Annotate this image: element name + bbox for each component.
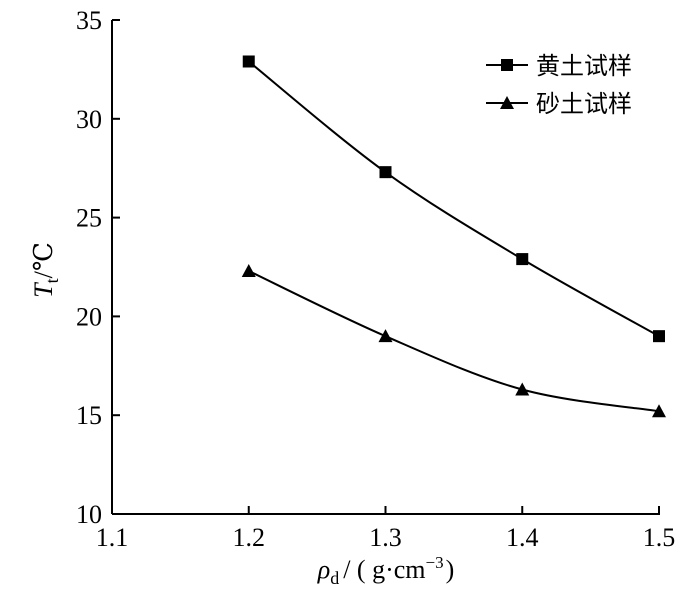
series-layer	[241, 55, 666, 418]
x-tick-label: 1.1	[96, 523, 129, 552]
legend-label-sand: 砂土试样	[536, 90, 632, 118]
x-ticks: 1.1 1.2 1.3 1.4 1.5	[96, 506, 676, 552]
x-tick-label: 1.5	[643, 523, 676, 552]
data-point-triangle	[652, 404, 666, 418]
y-tick-label: 35	[76, 6, 102, 35]
legend-item-loess: 黄土试样	[486, 52, 632, 80]
y-ticks: 10 15 20 25 30 35	[76, 6, 120, 529]
series-line-triangle	[248, 270, 660, 413]
y-axis-label-symbol: T	[29, 282, 58, 298]
x-axis-label-unit: / ( g·cm	[343, 555, 425, 584]
x-axis-label: ρd / ( g·cm−3)	[317, 553, 455, 588]
y-axis-label: Tt/℃	[29, 242, 62, 298]
data-point-triangle	[515, 382, 530, 396]
data-point-square	[653, 330, 665, 343]
legend-label-loess: 黄土试样	[536, 52, 632, 80]
x-axis-label-unit-close: )	[446, 555, 455, 584]
series-square	[242, 55, 665, 343]
y-tick-label: 15	[76, 401, 102, 430]
data-point-triangle	[241, 263, 256, 277]
x-axis-label-subscript: d	[330, 568, 339, 588]
series-line-square	[248, 60, 660, 338]
y-axis-label-subscript: t	[42, 278, 62, 283]
data-point-square	[242, 55, 255, 68]
legend: 黄土试样 砂土试样	[486, 52, 632, 118]
x-axis-label-unit-sup: −3	[426, 553, 444, 572]
data-point-square	[516, 253, 529, 266]
data-point-square	[379, 166, 392, 179]
x-tick-label: 1.4	[506, 523, 539, 552]
y-tick-label: 10	[76, 500, 102, 529]
x-tick-label: 1.3	[369, 523, 402, 552]
legend-item-sand: 砂土试样	[486, 90, 632, 118]
y-tick-label: 25	[76, 204, 102, 233]
y-axis-label-unit: /℃	[29, 242, 58, 278]
data-point-triangle	[378, 329, 393, 343]
x-tick-label: 1.2	[233, 523, 266, 552]
legend-marker-triangle	[500, 96, 514, 109]
y-tick-label: 20	[76, 302, 102, 331]
x-axis-label-symbol: ρ	[317, 555, 330, 584]
legend-marker-square	[501, 59, 513, 71]
series-triangle	[241, 263, 666, 418]
y-tick-label: 30	[76, 105, 102, 134]
